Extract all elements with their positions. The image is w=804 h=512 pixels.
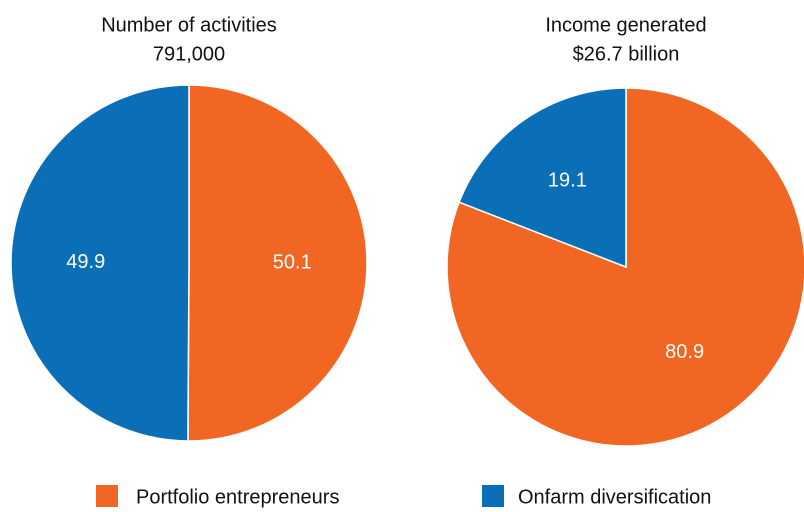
data-label: 19.1 bbox=[548, 170, 587, 192]
pie-slice bbox=[10, 84, 190, 442]
legend: Portfolio entrepreneurs Onfarm diversifi… bbox=[96, 485, 711, 508]
chart-title: Number of activities bbox=[101, 14, 277, 36]
pie-slice bbox=[187, 84, 368, 442]
pie-slice bbox=[458, 87, 627, 269]
legend-label: Portfolio entrepreneurs bbox=[136, 486, 339, 508]
chart-subtitle: 791,000 bbox=[153, 43, 225, 65]
legend-swatch bbox=[96, 485, 118, 507]
chart-subtitle: $26.7 billion bbox=[573, 43, 680, 65]
chart-title: Income generated bbox=[545, 14, 706, 36]
data-label: 80.9 bbox=[665, 341, 704, 363]
data-label: 49.9 bbox=[66, 251, 105, 273]
legend-label: Onfarm diversification bbox=[518, 486, 711, 508]
legend-swatch bbox=[482, 485, 504, 507]
data-label: 50.1 bbox=[273, 252, 312, 274]
